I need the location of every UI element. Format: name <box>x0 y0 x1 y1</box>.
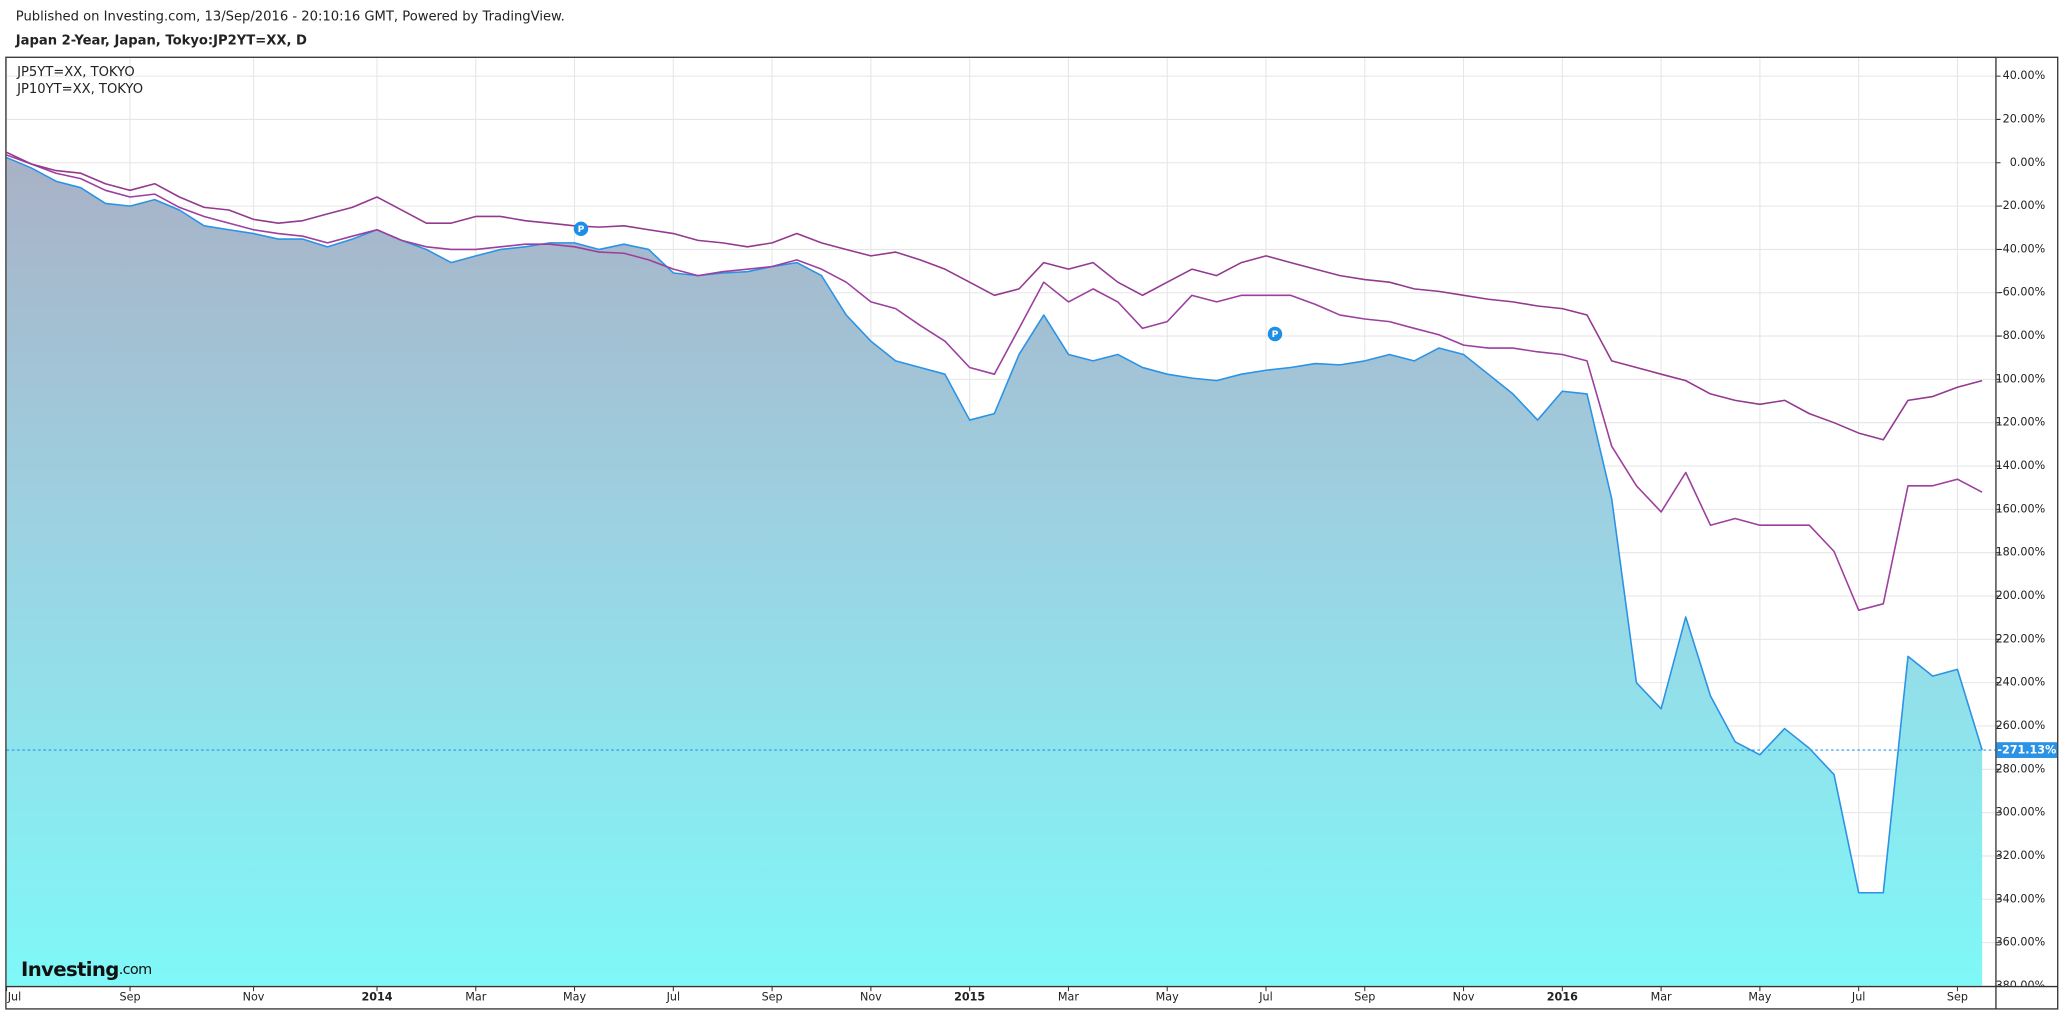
chart-frame <box>5 56 2059 1010</box>
series-line <box>6 154 1983 612</box>
y-tick-label: 40.00% <box>2003 69 2046 82</box>
x-tick-label: Jul <box>7 991 21 1004</box>
x-tick-label: 2014 <box>361 991 392 1004</box>
y-tick-label: -60.00% <box>1999 286 2046 299</box>
x-tick-label: 2016 <box>1547 991 1578 1004</box>
x-tick-label: Jul <box>1851 991 1865 1004</box>
series-line <box>6 151 1983 441</box>
last-value-box <box>1996 742 2058 758</box>
x-tick-label: Jul <box>1258 991 1272 1004</box>
event-marker: P <box>573 221 589 237</box>
x-tick-label: Sep <box>1354 991 1375 1004</box>
event-label: P <box>1272 329 1279 340</box>
y-axis: 40.00% 20.00% 0.00% -20.00% -40.00% -60.00% -8… <box>1992 69 2046 992</box>
legend-entry: JP5YT=XX, TOKYO <box>16 65 135 80</box>
y-tick-label: -300.00% <box>1992 806 2046 819</box>
x-tick-label: Nov <box>860 991 882 1004</box>
event-label: P <box>578 224 585 235</box>
x-tick-label: Nov <box>243 991 265 1004</box>
y-tick-label: -40.00% <box>1999 242 2046 255</box>
y-tick-label: -80.00% <box>1999 329 2046 342</box>
x-tick-label: May <box>563 991 586 1004</box>
x-tick-label: Nov <box>1453 991 1475 1004</box>
y-tick-label: -180.00% <box>1992 546 2046 559</box>
chart-title: Japan 2-Year, Japan, Tokyo:JP2YT=XX, D <box>15 33 307 48</box>
y-tick-label: 20.00% <box>2003 112 2046 125</box>
plot <box>6 151 1996 986</box>
y-tick-label: 0.00% <box>2010 156 2045 169</box>
x-tick-label: Sep <box>762 991 783 1004</box>
y-tick-label: -240.00% <box>1992 676 2046 689</box>
logo-suffix: .com <box>119 962 152 978</box>
y-tick-label: -260.00% <box>1992 719 2046 732</box>
series-area <box>6 157 1983 986</box>
x-tick-label: Mar <box>1058 991 1079 1004</box>
y-tick-label: -200.00% <box>1992 589 2046 602</box>
header: Published on Investing.com, 13/Sep/2016 … <box>16 10 565 25</box>
x-tick-label: May <box>1156 991 1179 1004</box>
logo: Investing.com <box>21 958 151 981</box>
last-value-label: -271.13% <box>1997 744 2056 757</box>
y-tick-label: -160.00% <box>1992 502 2046 515</box>
y-tick-label: -360.00% <box>1992 936 2046 949</box>
y-tick-label: -380.00% <box>1992 979 2046 992</box>
x-tick-label: 2015 <box>954 991 985 1004</box>
legend-entry: JP10YT=XX, TOKYO <box>16 82 143 97</box>
legend: JP5YT=XX, TOKYO JP10YT=XX, TOKYO <box>16 65 143 97</box>
event-marker: P <box>1267 326 1283 342</box>
y-tick-label: -220.00% <box>1992 632 2046 645</box>
y-tick-label: -280.00% <box>1992 762 2046 775</box>
y-tick-label: -320.00% <box>1992 849 2046 862</box>
logo-brand: Investing <box>21 958 119 981</box>
x-axis: Jul Sep Nov 2014 Mar May Jul Sep Nov 2015 Mar May Ju… <box>6 985 1968 1004</box>
x-tick-label: Mar <box>465 991 486 1004</box>
y-tick-label: -120.00% <box>1992 416 2046 429</box>
y-tick-label: -20.00% <box>1999 199 2046 212</box>
y-tick-label: -100.00% <box>1992 372 2046 385</box>
y-tick-label: -340.00% <box>1992 892 2046 905</box>
x-tick-label: Mar <box>1651 991 1672 1004</box>
series-line <box>6 156 1983 894</box>
x-tick-label: Sep <box>1947 991 1968 1004</box>
x-tick-label: Sep <box>120 991 141 1004</box>
x-tick-label: Jul <box>666 991 680 1004</box>
x-tick-label: May <box>1748 991 1771 1004</box>
y-tick-label: -140.00% <box>1992 459 2046 472</box>
